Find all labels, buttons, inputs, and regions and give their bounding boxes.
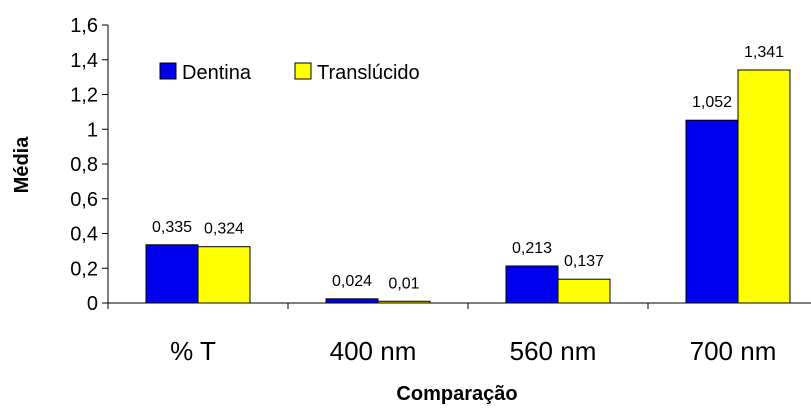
bar-translucido	[197, 246, 251, 304]
data-label: 0,024	[332, 273, 372, 290]
legend-swatch	[159, 62, 177, 80]
x-tick-label: 700 nm	[690, 336, 777, 366]
y-tick-label: 0	[87, 293, 98, 315]
data-label: 0,213	[512, 240, 552, 257]
y-axis: 0 0,2 0,4 0,6 0,8 1 1,2 1,4 1,6	[70, 15, 109, 315]
y-tick-label: 1,4	[70, 50, 98, 72]
x-tick-label: 560 nm	[510, 336, 597, 366]
bar-translucido	[737, 69, 791, 304]
legend-label: Translúcido	[317, 62, 420, 84]
bar-translucido	[377, 300, 431, 304]
x-tick-label: 400 nm	[330, 336, 417, 366]
data-label: 1,052	[692, 94, 732, 111]
data-label: 0,324	[204, 221, 244, 238]
data-label: 0,01	[388, 275, 419, 292]
data-label: 0,335	[152, 219, 192, 236]
legend-label: Dentina	[182, 62, 252, 84]
bar-dentina	[145, 244, 199, 304]
data-labels: 0,335 0,024 0,213 1,052 0,324 0,01 0,137 1,341	[152, 44, 784, 292]
y-tick-label: 1,2	[70, 85, 98, 107]
data-label: 0,137	[564, 253, 604, 270]
bar-dentina	[325, 298, 379, 304]
bars	[145, 69, 791, 304]
y-axis-title: Média	[11, 136, 33, 194]
bar-dentina	[505, 265, 559, 304]
y-tick-label: 0,4	[70, 224, 98, 246]
y-tick-label: 1	[87, 119, 98, 141]
x-axis-title: Comparação	[396, 383, 517, 405]
bar-dentina	[685, 119, 739, 304]
x-axis: % T 400 nm 560 nm 700 nm	[107, 302, 811, 366]
y-tick-label: 0,8	[70, 154, 98, 176]
data-label: 1,341	[744, 44, 784, 61]
legend-swatch	[294, 62, 312, 80]
y-tick-label: 1,6	[70, 15, 98, 37]
legend: Dentina Translúcido	[159, 62, 420, 84]
x-tick-label: % T	[170, 336, 216, 366]
y-tick-label: 0,6	[70, 189, 98, 211]
bar-translucido	[557, 278, 611, 304]
y-tick-label: 0,2	[70, 258, 98, 280]
